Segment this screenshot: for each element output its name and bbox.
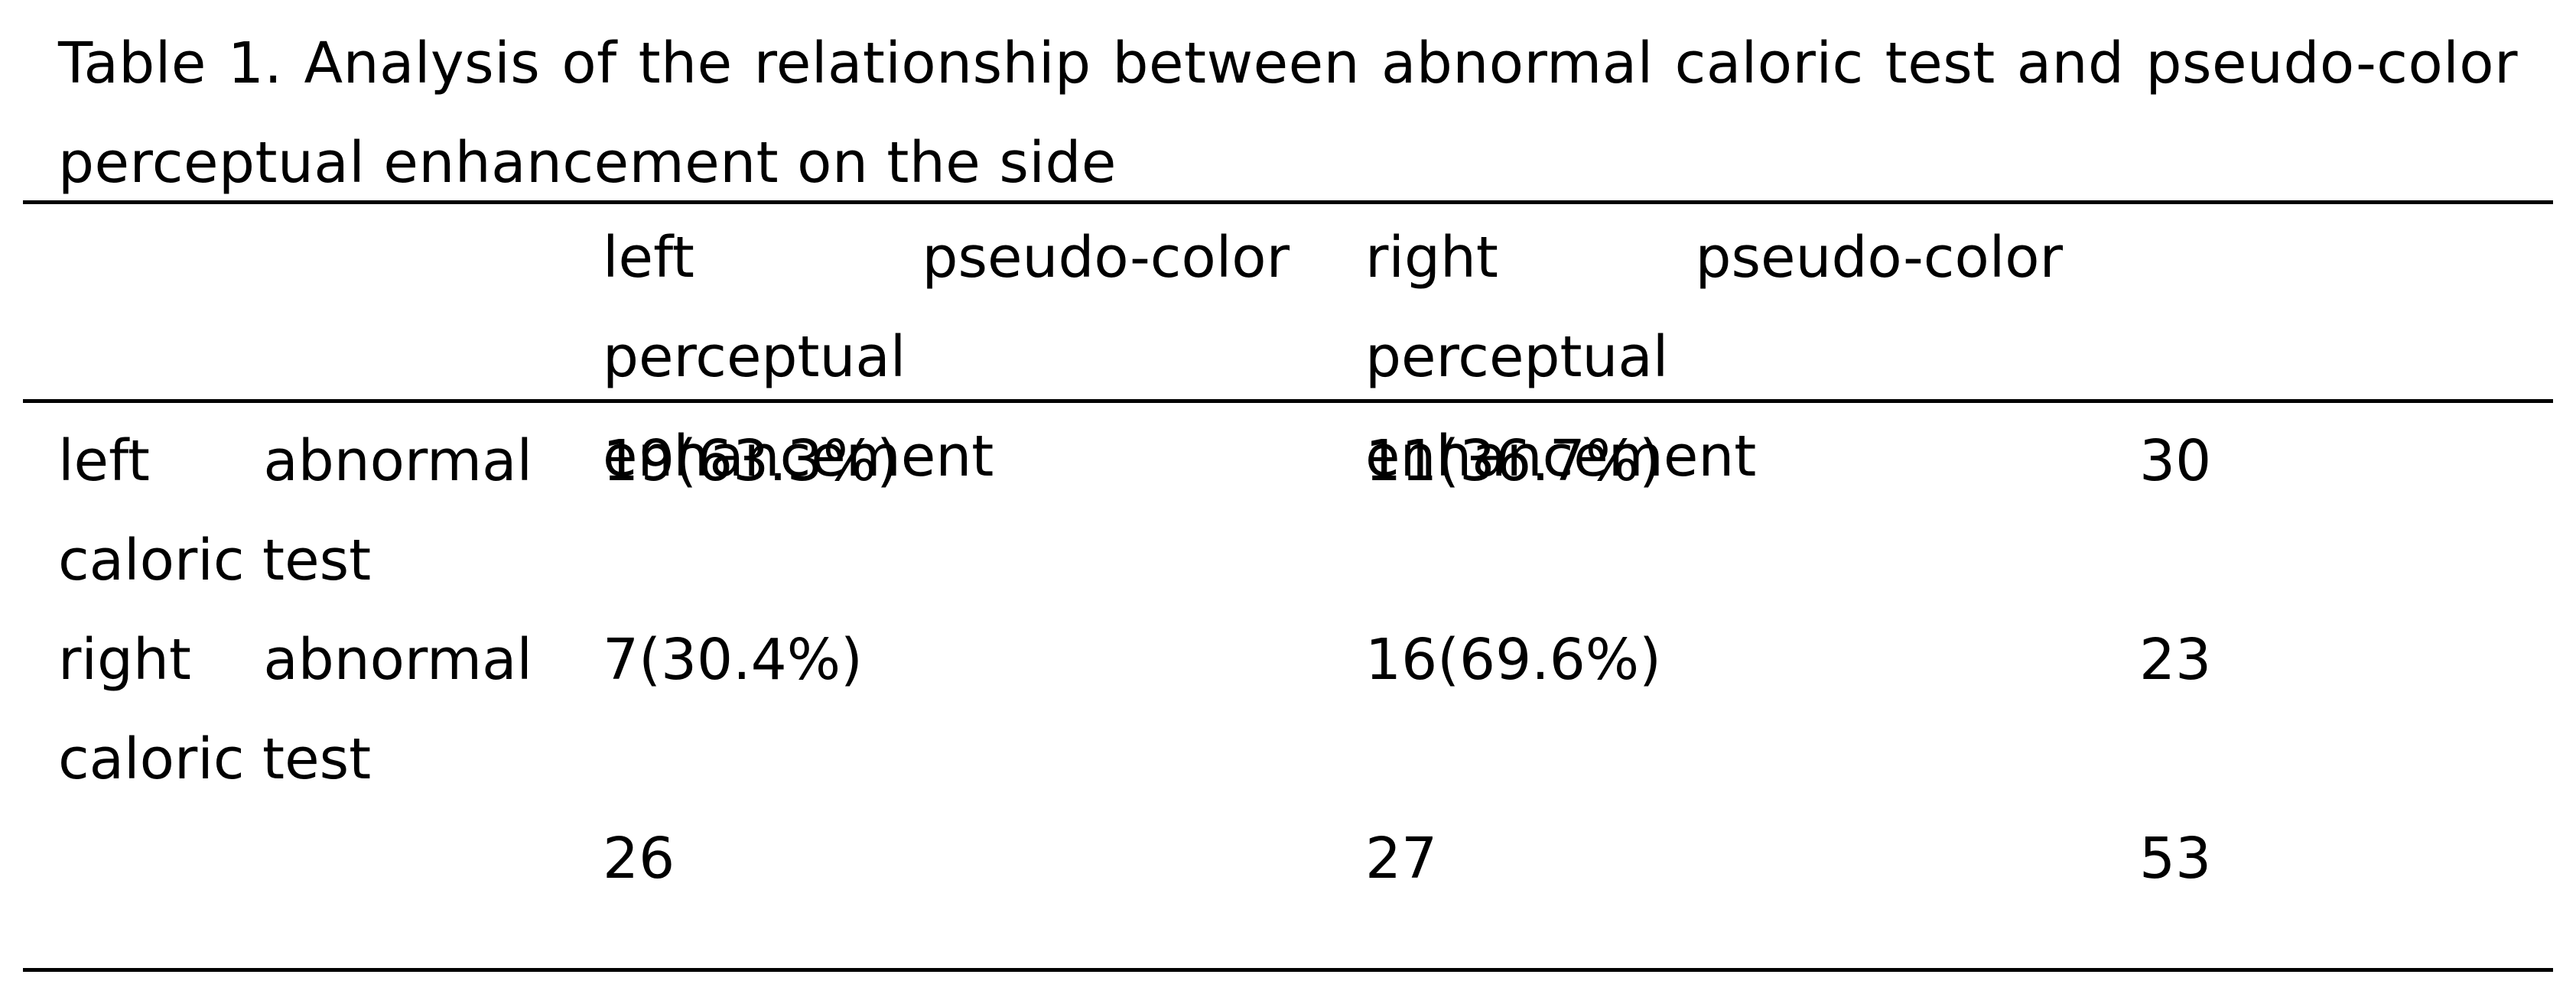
table-cell-column-total: 26 <box>603 826 675 892</box>
table-top-rule <box>23 200 2553 204</box>
table-header-rule <box>23 399 2553 403</box>
table-cell-column-total: 27 <box>1365 826 1438 892</box>
table-cell: 19(63.3%) <box>603 428 899 494</box>
table-cell: 11(36.7%) <box>1365 428 1661 494</box>
table-caption: Table 1. Analysis of the relationship be… <box>58 31 2518 196</box>
table-cell: 7(30.4%) <box>603 627 863 693</box>
table-cell: 16(69.6%) <box>1365 627 1661 693</box>
row-label-left-abnormal: left abnormal caloric test <box>58 428 532 593</box>
row-label-right-abnormal: right abnormal caloric test <box>58 627 532 792</box>
header-left-pseudo-color: left pseudo-color perceptual enhancement <box>603 225 1290 489</box>
header-right-pseudo-color: right pseudo-color perceptual enhancemen… <box>1365 225 2063 489</box>
table-cell-grand-total: 53 <box>2139 826 2212 892</box>
table-cell-total: 30 <box>2139 428 2212 494</box>
table-bottom-rule <box>23 968 2553 972</box>
table-cell-total: 23 <box>2139 627 2212 693</box>
